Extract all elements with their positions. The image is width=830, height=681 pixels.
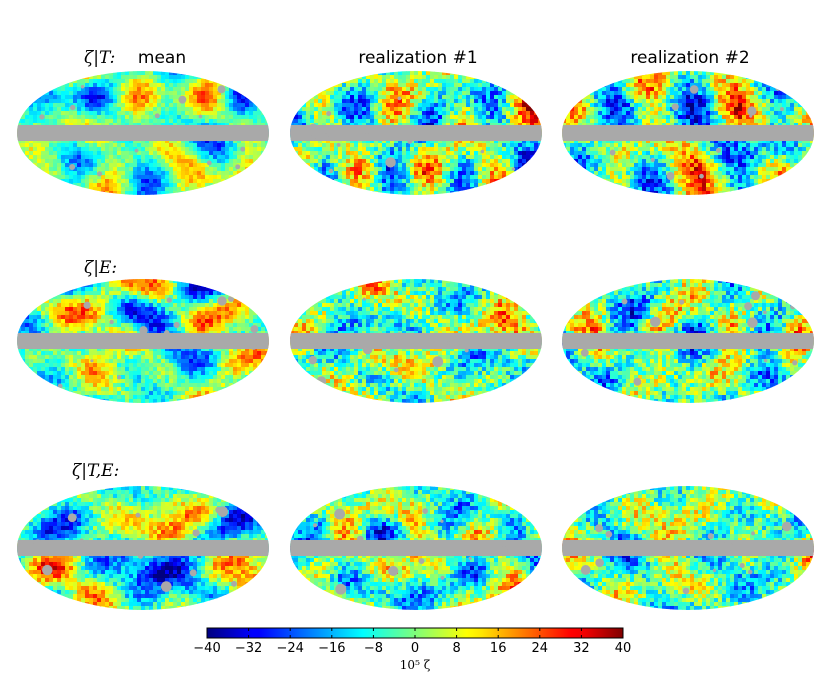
sky-map-r2-c0 <box>17 486 269 610</box>
colorbar-tick-label: −8 <box>364 641 383 656</box>
colorbar-tick-label: 16 <box>490 641 507 656</box>
colorbar-tick-label: −32 <box>235 641 262 656</box>
colorbar-ticks: −40 −32 −24 −16 −8 0 8 16 24 32 40 <box>193 628 631 656</box>
colorbar: −40 −32 −24 −16 −8 0 8 16 24 32 40 10⁵ ζ <box>193 627 631 672</box>
sky-map-r1-c1 <box>290 279 542 403</box>
sky-map-r2-c1 <box>290 486 542 610</box>
sky-map-r0-c2 <box>562 71 814 195</box>
colorbar-tick-label: −40 <box>193 641 220 656</box>
colorbar-tick-label: 32 <box>573 641 590 656</box>
sky-map-r1-c2 <box>562 279 814 403</box>
colorbar-tick-label: −24 <box>276 641 303 656</box>
sky-map-r0-c0 <box>17 71 269 195</box>
colorbar-tick-label: 24 <box>532 641 549 656</box>
sky-map-r0-c1 <box>290 71 542 195</box>
column-title-realization-2: realization #2 <box>630 48 749 68</box>
row-label-zeta-given-e: ζ|E: <box>84 258 117 278</box>
sky-map-r1-c0 <box>17 279 269 403</box>
sky-map-r2-c2 <box>562 486 814 610</box>
colorbar-tick-label: 8 <box>452 641 460 656</box>
column-title-mean: mean <box>138 48 186 68</box>
colorbar-label: 10⁵ ζ <box>400 658 431 672</box>
row-label-zeta-given-t-e: ζ|T,E: <box>72 461 119 481</box>
column-title-realization-1: realization #1 <box>358 48 477 68</box>
colorbar-tick-label: 40 <box>615 641 632 656</box>
colorbar-tick-label: 0 <box>411 641 419 656</box>
row-label-zeta-given-t: ζ|T: <box>84 48 115 68</box>
map-grid <box>17 71 814 610</box>
colorbar-tick-label: −16 <box>318 641 345 656</box>
